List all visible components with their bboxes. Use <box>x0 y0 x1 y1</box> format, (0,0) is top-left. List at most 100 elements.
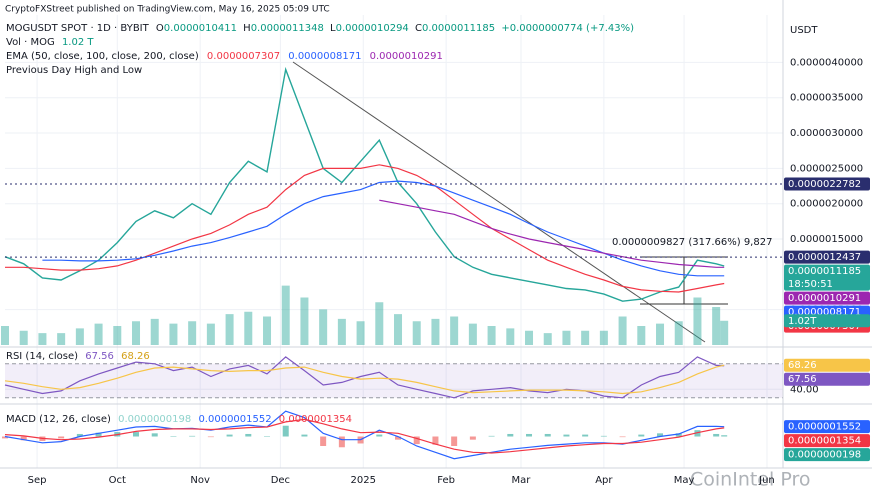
price-tag-label: 0.0000008171 <box>788 307 861 318</box>
y-tick-label: 0.0000040000 <box>790 57 863 68</box>
ema-value: 0.0000007307 <box>207 51 280 62</box>
price-tag-label: 0.0000001354 <box>788 436 861 447</box>
volume-bar <box>637 326 646 345</box>
macd-title: MACD (12, 26, close) <box>6 414 111 425</box>
price-tag <box>784 291 870 305</box>
legend-ohlc: MOGUSDT SPOT · 1D · BYBIT O0.0000010411 … <box>6 23 634 34</box>
x-tick-label: Sep <box>28 475 47 486</box>
volume-bar <box>356 321 365 345</box>
price-tag <box>784 372 870 386</box>
currency: USDT <box>790 25 818 36</box>
histogram-bar <box>301 434 308 437</box>
price-tag <box>784 250 870 264</box>
price-tag <box>784 420 870 434</box>
price-tag-label: 0.0000010291 <box>788 293 861 304</box>
ema-value: 0.0000010291 <box>370 51 443 62</box>
price-tag-label: 0.0000011185 <box>788 266 861 277</box>
macd-value: 0.0000001552 <box>198 414 271 425</box>
price-tag <box>784 314 870 328</box>
rsi-value: 67.56 <box>85 351 114 362</box>
volume-bar <box>720 320 729 345</box>
volume-bar <box>599 330 608 345</box>
measure-label: 0.0000009827 (317.66%) 9,827 <box>612 237 772 248</box>
x-tick-label: Apr <box>595 475 613 486</box>
rsi-title: RSI (14, close) <box>6 351 78 362</box>
x-tick-label: May <box>674 475 695 486</box>
price-tag <box>784 358 870 372</box>
price-tag-label: 67.56 <box>788 374 817 385</box>
histogram-bar <box>721 435 728 437</box>
watermark: CoinIntel Pro <box>690 469 810 491</box>
series-line <box>4 66 725 302</box>
volume-bar <box>132 321 141 345</box>
histogram-bar <box>338 436 345 448</box>
rsi-band <box>5 363 783 398</box>
symbol: MOGUSDT SPOT · 1D · BYBIT <box>6 23 150 34</box>
price-tag-label: 1.02T <box>788 316 817 327</box>
histogram-bar <box>395 436 402 440</box>
plot <box>1 66 783 460</box>
y-tick-label: 0.0000020000 <box>790 199 863 210</box>
histogram-bar <box>226 434 233 437</box>
histogram-bar <box>488 435 495 437</box>
volume-bar <box>263 316 272 345</box>
histogram-bar <box>2 436 8 439</box>
volume-bar <box>1 326 9 345</box>
volume-bar <box>562 330 571 345</box>
ohlc-key: O <box>156 23 164 34</box>
volume-bar <box>525 330 534 345</box>
y-tick-label: 0.0000030000 <box>790 128 863 139</box>
ohlc-key: C <box>415 23 422 34</box>
histogram-bar <box>58 436 65 439</box>
volume-bar <box>375 302 384 345</box>
histogram-bar <box>20 436 27 441</box>
volume-bar <box>506 328 515 345</box>
price-tag-label: 68.26 <box>788 360 817 371</box>
y-tick-label: 0.0000025000 <box>790 163 863 174</box>
volume-bar <box>225 314 234 345</box>
histogram-bar <box>245 433 252 437</box>
volume-bar <box>337 318 346 345</box>
histogram-bar <box>432 436 439 445</box>
ohlc-value: 0.0000010294 <box>336 23 409 34</box>
volume-bar <box>57 333 66 345</box>
histogram-bar <box>713 433 720 437</box>
price-tag <box>784 264 870 291</box>
volume-bar <box>543 333 552 345</box>
price-tag-label: 0.0000000198 <box>788 450 861 461</box>
volume-bar <box>19 330 28 345</box>
histogram-bar <box>526 433 533 437</box>
rsi-legend: RSI (14, close) 67.56 68.26 <box>6 351 150 362</box>
volume-bar <box>618 316 627 345</box>
ema-value: 0.0000008171 <box>288 51 361 62</box>
x-tick-label: Mar <box>512 475 532 486</box>
histogram-bar <box>638 434 645 437</box>
histogram-bar <box>95 432 102 437</box>
volume-bar <box>94 323 103 345</box>
macd-value: 0.0000000198 <box>118 414 191 425</box>
series-line <box>5 164 725 293</box>
volume-bar <box>394 314 403 345</box>
publisher: CryptoFXStreet published on TradingView.… <box>5 5 330 15</box>
series-line <box>4 418 725 454</box>
volume-bar <box>674 321 683 345</box>
histogram-bar <box>582 434 589 437</box>
volume-bar <box>300 297 309 345</box>
price-tag <box>784 434 870 448</box>
series-line <box>4 356 725 399</box>
histogram-bar <box>563 434 570 437</box>
x-tick-label: Jun <box>758 475 775 486</box>
histogram-bar <box>376 434 383 437</box>
ohlc-value: 0.0000011348 <box>251 23 324 34</box>
rsi-value: 68.26 <box>121 351 150 362</box>
series-line <box>379 199 725 268</box>
grid <box>5 15 783 468</box>
ohlc-key: L <box>330 23 336 34</box>
histogram-bar <box>544 433 551 437</box>
histogram-bar <box>133 432 140 437</box>
price-tag-label: 0.0000012437 <box>788 252 861 263</box>
volume-label: Vol · MOG <box>6 37 55 48</box>
trend-line <box>292 61 706 343</box>
